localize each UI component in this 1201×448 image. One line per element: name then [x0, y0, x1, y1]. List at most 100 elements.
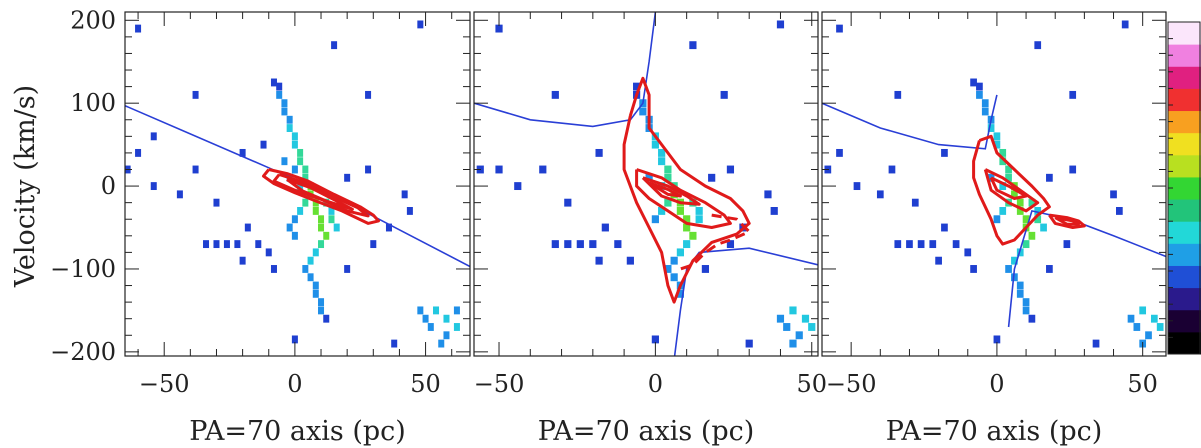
heat-cell: [999, 148, 1007, 157]
heat-cell: [999, 207, 1007, 215]
heat-cell: [929, 240, 937, 249]
heat-cell: [745, 339, 753, 348]
heat-cell: [365, 90, 372, 99]
heat-cell: [1046, 173, 1053, 182]
red-contour: [272, 173, 370, 218]
heat-cell: [601, 223, 609, 232]
heat-cell: [658, 157, 666, 166]
heat-cell: [453, 323, 460, 331]
heat-cell: [244, 223, 251, 232]
red-contour: [1054, 216, 1080, 226]
heat-cell: [683, 240, 691, 249]
heat-cell: [770, 207, 778, 215]
heat-cell: [312, 207, 319, 215]
x-tick-label: 50: [410, 370, 441, 398]
heat-cell: [1011, 273, 1018, 282]
heat-cell: [651, 140, 659, 149]
heat-cell: [993, 140, 1001, 149]
panel-frame: [124, 11, 471, 357]
heat-cell: [911, 198, 919, 207]
heat-cell: [539, 165, 547, 174]
heat-cell: [1016, 198, 1024, 207]
heat-cell: [683, 215, 691, 224]
red-contour: [635, 168, 732, 229]
heat-cell: [1063, 240, 1071, 249]
heat-cell: [676, 248, 684, 257]
heat-cell: [1069, 165, 1077, 174]
heat-cell: [291, 231, 298, 240]
heat-cell: [286, 115, 293, 124]
colorbar-swatch: [1168, 331, 1201, 355]
heat-cell: [150, 132, 157, 141]
heat-cell: [595, 148, 603, 157]
heat-cell: [307, 256, 314, 265]
heat-cell: [234, 240, 241, 249]
heat-cell: [981, 99, 989, 108]
colorbar-frame: [1167, 21, 1201, 355]
heat-cell: [658, 148, 666, 157]
heat-cell: [318, 240, 325, 249]
colorbar-swatch: [1168, 154, 1201, 178]
heat-cell: [1016, 281, 1024, 290]
heat-cell: [192, 90, 199, 99]
red-contour: [622, 76, 751, 304]
x-tick-label: 0: [287, 370, 302, 398]
x-axis-label: PA=70 axis (pc): [886, 416, 1103, 447]
heat-cell: [150, 182, 157, 191]
heat-cell: [1034, 41, 1042, 50]
heat-cell: [344, 173, 351, 182]
heat-cell: [976, 82, 983, 91]
heat-cell: [495, 165, 503, 174]
heat-cell: [1011, 190, 1018, 199]
heat-cell: [776, 20, 785, 29]
red-contour: [262, 168, 380, 225]
heat-cell: [302, 265, 309, 273]
heat-cell: [853, 182, 861, 191]
colorbar-swatch: [1168, 309, 1201, 333]
heat-cell: [1022, 306, 1030, 315]
heat-cell: [307, 273, 314, 282]
colorbar-swatch: [1168, 44, 1201, 67]
heat-cell: [664, 265, 672, 273]
heat-cell: [633, 82, 641, 91]
heat-cell: [286, 124, 293, 132]
heat-cell: [1016, 207, 1024, 215]
heat-cell: [323, 314, 330, 323]
red-contour: [679, 213, 751, 271]
heat-cell: [894, 240, 902, 249]
heat-cell: [981, 107, 989, 116]
red-contour: [286, 177, 354, 211]
heat-cell: [443, 331, 450, 340]
heat-cell: [370, 240, 377, 249]
panel-2: −50 0 50 PA=70 axis (pc): [473, 11, 827, 447]
heat-cell: [255, 240, 262, 249]
y-tick-label: 100: [70, 89, 116, 117]
heat-cell: [987, 124, 995, 132]
heat-cell: [689, 41, 697, 50]
x-axis-label: PA=70 axis (pc): [189, 416, 406, 447]
y-tick-label: 200: [70, 6, 116, 34]
heat-cell: [1156, 323, 1164, 331]
heat-cell: [1040, 223, 1047, 232]
red-contour: [1048, 213, 1086, 229]
colorbar-swatch: [1168, 22, 1201, 45]
heat-cell: [726, 165, 735, 174]
heat-cell: [639, 107, 647, 116]
heat-cell: [281, 107, 288, 116]
heat-cell: [333, 223, 340, 232]
x-tick-label: 50: [1127, 370, 1158, 398]
heat-cell: [683, 223, 691, 232]
heat-cell: [701, 265, 710, 273]
heat-cell: [318, 215, 325, 224]
heat-cell: [443, 314, 450, 323]
heat-cell: [658, 207, 666, 215]
red-contour: [648, 181, 682, 198]
heat-cell: [589, 240, 597, 249]
panel-frame: [821, 11, 1167, 357]
heat-cell: [999, 182, 1007, 191]
heat-cell: [695, 215, 703, 224]
heat-cell: [836, 148, 843, 157]
heat-cell: [789, 339, 797, 348]
x-tick-label: −50: [474, 370, 525, 398]
